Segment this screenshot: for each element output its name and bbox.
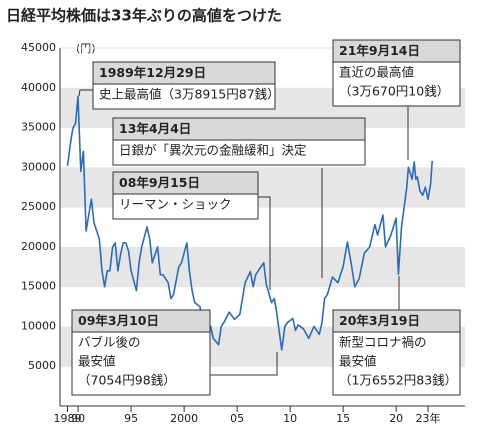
leader-line [258, 196, 271, 290]
y-tick-label: 15000 [21, 280, 56, 293]
chart-title: 日経平均株価は33年ぶりの高値をつけた [6, 7, 282, 25]
annotation-text: リーマン・ショック [119, 197, 232, 212]
annotation-text: 日銀が「異次元の金融緩和」決定 [119, 143, 307, 158]
annotation-header [332, 39, 461, 63]
annotation-title: 09年3月10日 [78, 313, 159, 328]
y-tick-label: 25000 [21, 200, 56, 213]
price-line [66, 95, 433, 351]
leader-line [78, 89, 93, 97]
annotation-header [112, 171, 259, 195]
annotation-header [92, 61, 276, 85]
annotation-header [112, 117, 366, 141]
annotation-title: 08年9月15日 [119, 175, 200, 190]
y-tick-label: 35000 [21, 121, 56, 134]
y-tick-label: 20000 [21, 240, 56, 253]
annotation-title: 21年9月14日 [339, 43, 420, 58]
x-tick-label: 95 [124, 412, 138, 425]
x-tick-label: 2000 [170, 412, 198, 425]
annotation-title: 20年3月19日 [339, 313, 420, 328]
y-tick-label: 40000 [21, 81, 56, 94]
y-tick-label: 10000 [21, 319, 56, 332]
annotation-text: （7054円98銭） [78, 373, 176, 388]
annotation-text: （1万6552円83銭） [339, 373, 457, 388]
annotation-text: 新型コロナ禍の [339, 335, 427, 350]
annotation-header [332, 309, 461, 333]
annotation-text: 最安値 [339, 354, 377, 369]
y-tick-label: 5000 [28, 359, 56, 372]
annotation-text: バブル後の [78, 335, 141, 350]
y-tick-label: 45000 [21, 41, 56, 54]
annotation-text: 最安値 [78, 354, 116, 369]
annotation-text: 直近の最高値 [339, 65, 414, 80]
x-tick-label: 10 [283, 412, 297, 425]
plot: 5000 10000 15000 20000 25000 30000 35000 40000 4… [21, 41, 465, 425]
annotation-title: 1989年12月29日 [99, 65, 206, 80]
y-tick-label: 30000 [21, 160, 56, 173]
annotation-header [71, 309, 211, 333]
x-tick-label: 90 [71, 412, 85, 425]
leaders [78, 89, 409, 376]
x-tick-label: 15 [336, 412, 350, 425]
annotation-text: 史上最高値（3万8915円87銭） [99, 87, 280, 102]
x-tick-label: 1989 [54, 412, 82, 425]
x-tick-label: 20 [389, 412, 403, 425]
leader-line [210, 352, 278, 376]
x-tick-label: 23年 [416, 411, 441, 425]
x-tick-label: 05 [230, 412, 244, 425]
annotation-title: 13年4月4日 [119, 121, 191, 136]
annotation-text: （3万670円10銭） [339, 84, 449, 99]
